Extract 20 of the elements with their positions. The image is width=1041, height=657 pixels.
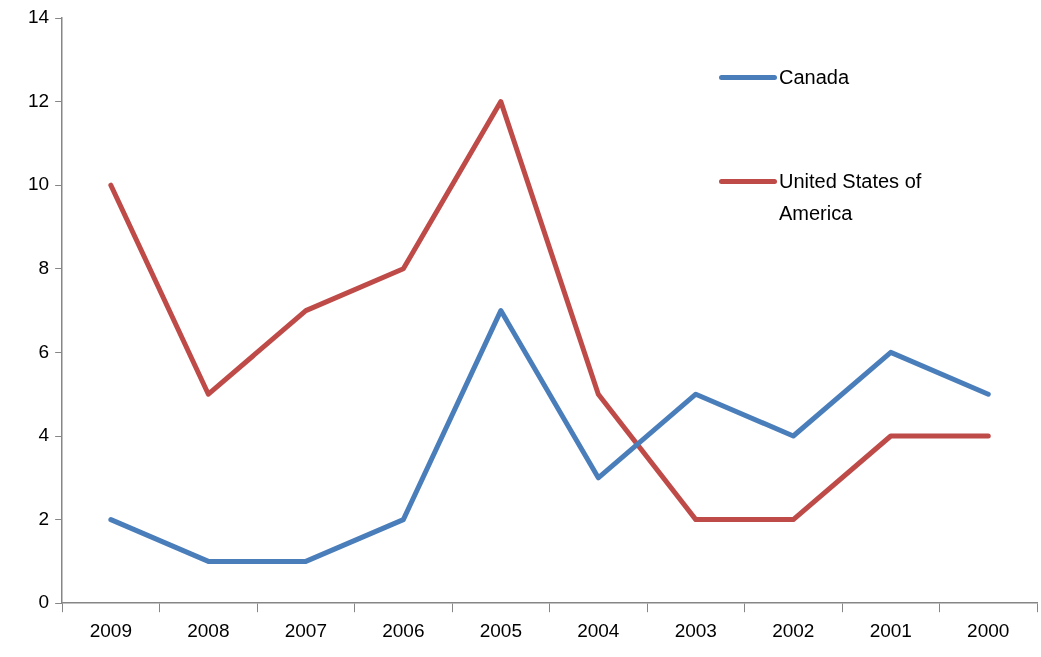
x-tick-label: 2001 (869, 619, 912, 641)
legend-label: Canada (779, 65, 850, 90)
legend-label: United States of America (779, 169, 923, 226)
y-tick-label: 4 (38, 424, 50, 446)
y-tick-label: 12 (27, 89, 50, 111)
y-tick-label: 2 (38, 507, 50, 529)
y-tick-label: 8 (38, 257, 50, 279)
x-tick-label: 2000 (967, 619, 1010, 641)
x-tick-label: 2008 (187, 619, 230, 641)
x-tick-label: 2007 (284, 619, 327, 641)
y-tick-label: 6 (38, 340, 50, 362)
x-tick-label: 2003 (674, 619, 717, 641)
y-tick-label: 10 (27, 173, 50, 195)
x-tick-label: 2004 (577, 619, 620, 641)
y-tick-label: 0 (38, 591, 50, 613)
x-tick-label: 2005 (479, 619, 522, 641)
x-tick-label: 2009 (89, 619, 133, 641)
x-tick-label: 2006 (382, 619, 425, 641)
x-tick-label: 2002 (772, 619, 815, 641)
y-tick-label: 14 (27, 6, 50, 28)
